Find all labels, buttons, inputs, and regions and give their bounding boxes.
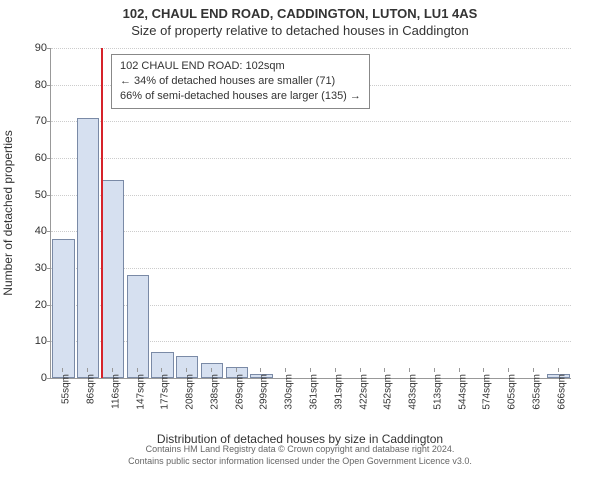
attribution-line2: Contains public sector information licen…	[0, 456, 600, 468]
chart-title-sub: Size of property relative to detached ho…	[0, 21, 600, 38]
chart-container: Number of detached properties 0102030405…	[0, 38, 600, 438]
plot-area: 0102030405060708090 102 CHAUL END ROAD: …	[50, 48, 571, 379]
x-tick-mark	[508, 368, 509, 372]
y-tick-label: 20	[21, 299, 47, 311]
histogram-bar	[102, 180, 124, 378]
x-tick-mark	[409, 368, 410, 372]
y-tick-label: 70	[21, 115, 47, 127]
x-tick-mark	[186, 368, 187, 372]
gridline	[51, 48, 571, 49]
x-tick-label: 666sqm	[556, 374, 567, 410]
y-tick-label: 30	[21, 262, 47, 274]
gridline	[51, 268, 571, 269]
y-tick-label: 90	[21, 42, 47, 54]
x-tick-mark	[236, 368, 237, 372]
info-box-line3: 66% of semi-detached houses are larger (…	[120, 89, 361, 104]
subject-marker-line	[101, 48, 103, 378]
y-tick-label: 80	[21, 79, 47, 91]
x-tick-label: 574sqm	[482, 374, 493, 410]
y-tick-mark	[47, 85, 51, 86]
y-tick-label: 50	[21, 189, 47, 201]
y-tick-mark	[47, 268, 51, 269]
x-tick-label: 299sqm	[259, 374, 270, 410]
x-tick-label: 483sqm	[408, 374, 419, 410]
x-tick-label: 544sqm	[457, 374, 468, 410]
x-tick-mark	[558, 368, 559, 372]
x-tick-mark	[62, 368, 63, 372]
gridline	[51, 231, 571, 232]
x-tick-mark	[335, 368, 336, 372]
x-tick-mark	[384, 368, 385, 372]
y-axis-label: Number of detached properties	[1, 130, 15, 295]
x-tick-label: 147sqm	[135, 374, 146, 410]
x-tick-label: 361sqm	[309, 374, 320, 410]
x-tick-label: 513sqm	[432, 374, 443, 410]
info-box-line2: ← 34% of detached houses are smaller (71…	[120, 74, 361, 89]
chart-title-main: 102, CHAUL END ROAD, CADDINGTON, LUTON, …	[0, 0, 600, 21]
x-tick-label: 238sqm	[209, 374, 220, 410]
x-tick-mark	[360, 368, 361, 372]
y-tick-mark	[47, 121, 51, 122]
y-tick-mark	[47, 158, 51, 159]
gridline	[51, 121, 571, 122]
x-tick-mark	[137, 368, 138, 372]
gridline	[51, 195, 571, 196]
x-tick-label: 391sqm	[333, 374, 344, 410]
x-tick-mark	[211, 368, 212, 372]
x-tick-label: 422sqm	[358, 374, 369, 410]
gridline	[51, 158, 571, 159]
y-tick-label: 60	[21, 152, 47, 164]
histogram-bar	[77, 118, 99, 378]
y-tick-label: 40	[21, 225, 47, 237]
x-tick-label: 635sqm	[531, 374, 542, 410]
x-tick-label: 330sqm	[284, 374, 295, 410]
x-tick-mark	[285, 368, 286, 372]
y-tick-mark	[47, 341, 51, 342]
x-tick-label: 177sqm	[160, 374, 171, 410]
histogram-bar	[52, 239, 74, 378]
x-tick-label: 208sqm	[185, 374, 196, 410]
x-tick-label: 55sqm	[61, 374, 72, 404]
y-tick-mark	[47, 48, 51, 49]
x-tick-mark	[483, 368, 484, 372]
x-tick-label: 86sqm	[86, 374, 97, 404]
y-tick-mark	[47, 305, 51, 306]
histogram-bar	[127, 275, 149, 378]
x-tick-mark	[533, 368, 534, 372]
x-tick-label: 269sqm	[234, 374, 245, 410]
y-tick-mark	[47, 378, 51, 379]
x-tick-label: 605sqm	[507, 374, 518, 410]
info-box: 102 CHAUL END ROAD: 102sqm ← 34% of deta…	[111, 54, 370, 109]
y-tick-mark	[47, 195, 51, 196]
y-tick-label: 0	[21, 372, 47, 384]
x-tick-mark	[310, 368, 311, 372]
x-tick-mark	[161, 368, 162, 372]
x-axis-label: Distribution of detached houses by size …	[0, 432, 600, 446]
x-tick-mark	[434, 368, 435, 372]
y-tick-label: 10	[21, 335, 47, 347]
info-box-line1: 102 CHAUL END ROAD: 102sqm	[120, 59, 361, 74]
x-tick-mark	[260, 368, 261, 372]
x-tick-mark	[112, 368, 113, 372]
x-tick-label: 116sqm	[110, 374, 121, 409]
x-tick-label: 452sqm	[383, 374, 394, 410]
y-tick-mark	[47, 231, 51, 232]
x-tick-mark	[459, 368, 460, 372]
x-tick-mark	[87, 368, 88, 372]
